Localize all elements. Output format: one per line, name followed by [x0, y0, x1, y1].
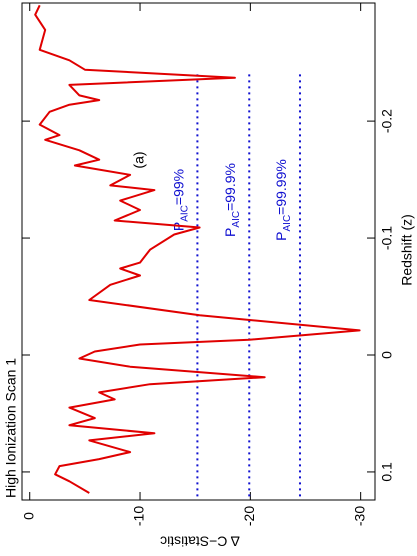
y-tick-label: -20	[241, 506, 257, 526]
significance-label: PAIC=99.9%	[222, 163, 242, 237]
label-rest: =99%	[170, 169, 186, 205]
y-tick-label: 0	[20, 512, 36, 520]
label-main: P	[273, 232, 289, 241]
annotation: (a)	[131, 151, 147, 168]
x-tick-label: 0	[379, 351, 395, 359]
y-tick-label: -10	[131, 506, 147, 526]
label-rest: =99.99%	[273, 159, 289, 215]
x-tick-label: -0.2	[379, 109, 395, 133]
significance-label: PAIC=99%	[170, 169, 190, 231]
chart-title: High Ionization Scan 1	[3, 358, 19, 498]
y-tick-label: -30	[351, 506, 367, 526]
data-line	[34, 4, 361, 494]
label-main: P	[222, 228, 238, 237]
label-rest: =99.9%	[222, 163, 238, 211]
significance-label: PAIC=99.99%	[273, 159, 293, 241]
label-sub: AIC	[231, 211, 242, 228]
y-axis-label: Δ C−Statistic	[160, 533, 240, 549]
label-sub: AIC	[179, 205, 190, 222]
x-axis-label: Redshift (z)	[399, 214, 415, 286]
x-tick-label: 0.1	[379, 462, 395, 482]
x-tick-label: -0.1	[379, 226, 395, 250]
plot-frame	[21, 2, 376, 501]
label-sub: AIC	[282, 215, 293, 232]
